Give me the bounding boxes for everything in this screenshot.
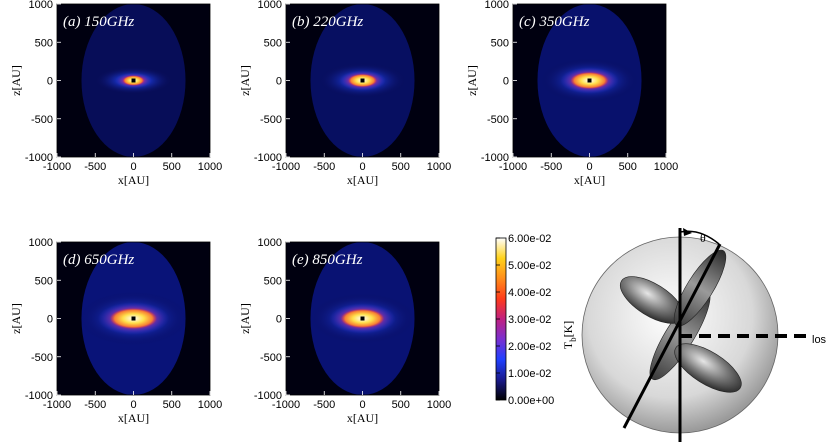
y-tick-label: -500	[260, 114, 282, 126]
y-tick-label: 500	[35, 37, 53, 49]
x-tick-label: -1000	[272, 161, 300, 173]
x-tick-label: -500	[313, 399, 335, 411]
y-tick-label: 500	[264, 275, 282, 287]
y-tick-label: -1000	[254, 152, 282, 164]
angle-arc	[679, 230, 720, 245]
panel-title: (d) 650GHz	[63, 252, 134, 268]
y-tick-label: 500	[35, 275, 53, 287]
x-tick-label: 500	[392, 161, 410, 173]
colorbar-tick-label: 0.00e+00	[508, 395, 554, 407]
colorbar: 6.00e-02 5.00e-02 4.00e-02 3.00e-02 2.00e-02…	[495, 233, 578, 407]
y-axis-label: z[AU]	[238, 65, 252, 96]
panel-title: (b) 220GHz	[292, 14, 363, 30]
colorbar-tick-label: 6.00e-02	[508, 233, 551, 245]
angle-label: θ	[700, 231, 706, 245]
x-tick-label: 0	[359, 399, 365, 411]
panel-title: (a) 150GHz	[63, 14, 134, 30]
los-label: los	[812, 334, 827, 346]
colorbar-title-sub: b	[568, 337, 578, 342]
colorbar-tick-label: 4.00e-02	[508, 287, 551, 299]
panel-a: (a) 150GHz -1000-1000 -500 -500 0 0 500 500 1000…	[9, 0, 222, 187]
colorbar-tick-label: 3.00e-02	[508, 314, 551, 326]
y-tick-label: 0	[47, 314, 53, 326]
y-tick-label: -1000	[25, 152, 53, 164]
x-tick-label: -1000	[499, 161, 527, 173]
x-tick-label: 1000	[427, 161, 451, 173]
x-tick-label: 1000	[654, 161, 678, 173]
y-axis-label: z[AU]	[465, 65, 479, 96]
x-tick-label: -500	[84, 399, 106, 411]
panel-title: (e) 850GHz	[292, 252, 363, 268]
central-source	[131, 316, 136, 321]
y-axis-label: z[AU]	[9, 65, 23, 96]
x-axis-label: x[AU]	[347, 173, 378, 187]
panel-c: (c) 350GHz -1000-1000 -500 -500 0 0 500 500 1000…	[465, 0, 678, 187]
outflow-lobe-lower	[674, 343, 742, 393]
x-axis-label: x[AU]	[574, 173, 605, 187]
x-tick-label: 500	[163, 161, 181, 173]
central-source	[131, 78, 136, 83]
y-tick-label: 1000	[258, 0, 282, 11]
y-tick-label: 500	[491, 37, 509, 49]
y-tick-label: -500	[487, 114, 509, 126]
panel-d: (d) 650GHz -1000-1000 -500 -500 0 0 500 500 1000…	[9, 237, 222, 425]
x-tick-label: 0	[586, 161, 592, 173]
geometry-diagram: θ los	[581, 228, 827, 442]
x-tick-label: 1000	[198, 399, 222, 411]
central-source	[587, 78, 592, 83]
y-tick-label: 0	[503, 76, 509, 88]
y-tick-label: 0	[47, 76, 53, 88]
y-tick-label: -500	[31, 114, 53, 126]
x-axis-label: x[AU]	[347, 411, 378, 425]
y-tick-label: 1000	[29, 237, 53, 249]
x-tick-label: -1000	[43, 161, 71, 173]
panel-b: (b) 220GHz -1000-1000 -500 -500 0 0 500 500 1000…	[238, 0, 451, 187]
angle-arrowhead	[683, 228, 692, 236]
y-tick-label: 1000	[29, 0, 53, 11]
central-source	[360, 78, 365, 83]
y-tick-label: -1000	[481, 152, 509, 164]
x-tick-label: 0	[359, 161, 365, 173]
x-tick-label: 500	[163, 399, 181, 411]
rotation-axis	[622, 243, 722, 429]
y-tick-label: 1000	[485, 0, 509, 11]
y-axis-label: z[AU]	[9, 303, 23, 334]
x-tick-label: -1000	[272, 399, 300, 411]
x-tick-label: 0	[130, 161, 136, 173]
colorbar-tick-label: 5.00e-02	[508, 260, 551, 272]
x-tick-label: 1000	[427, 399, 451, 411]
x-axis-label: x[AU]	[118, 173, 149, 187]
x-tick-label: 0	[130, 399, 136, 411]
y-tick-label: -1000	[25, 390, 53, 402]
central-source	[360, 316, 365, 321]
x-tick-label: -500	[540, 161, 562, 173]
y-tick-label: -500	[260, 352, 282, 364]
x-tick-label: 500	[619, 161, 637, 173]
x-tick-label: -500	[84, 161, 106, 173]
colorbar-title: Tb[K]	[561, 321, 578, 350]
y-tick-label: 1000	[258, 237, 282, 249]
y-tick-label: 0	[276, 314, 282, 326]
x-tick-label: 500	[392, 399, 410, 411]
y-tick-label: -500	[31, 352, 53, 364]
x-axis-label: x[AU]	[118, 411, 149, 425]
x-tick-label: 1000	[198, 161, 222, 173]
y-tick-label: 500	[264, 37, 282, 49]
panel-title: (c) 350GHz	[519, 14, 590, 30]
y-axis-label: z[AU]	[238, 303, 252, 334]
y-tick-label: 0	[276, 76, 282, 88]
x-tick-label: -1000	[43, 399, 71, 411]
panel-e: (e) 850GHz -1000-1000 -500 -500 0 0 500 500 1000…	[238, 237, 451, 425]
x-tick-label: -500	[313, 161, 335, 173]
colorbar-tick-label: 2.00e-02	[508, 341, 551, 353]
colorbar-tick-label: 1.00e-02	[508, 368, 551, 380]
y-tick-label: -1000	[254, 390, 282, 402]
